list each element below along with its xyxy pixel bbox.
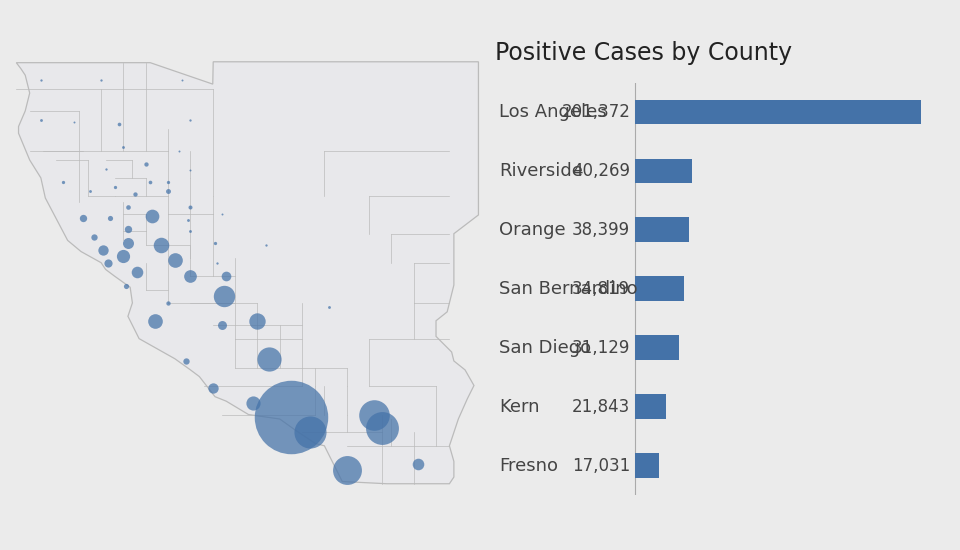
Point [160, 299, 176, 307]
Point [205, 383, 221, 392]
Bar [635, 100, 922, 124]
Point [261, 354, 276, 363]
Point [116, 142, 132, 151]
Point [179, 356, 194, 365]
Text: San Bernardino: San Bernardino [499, 280, 637, 298]
Text: Los Angeles: Los Angeles [499, 103, 607, 121]
Point [145, 211, 160, 220]
Polygon shape [16, 62, 478, 484]
Text: Orange: Orange [499, 221, 565, 239]
Point [160, 178, 176, 187]
Point [116, 251, 132, 260]
Point [56, 178, 71, 187]
Point [216, 292, 231, 301]
Point [174, 75, 189, 84]
Point [127, 189, 142, 198]
Point [76, 213, 91, 222]
Point [103, 213, 118, 222]
Point [160, 187, 176, 196]
Text: 38,399: 38,399 [572, 221, 631, 239]
Point [86, 233, 102, 241]
Point [130, 267, 145, 276]
Point [209, 258, 225, 267]
Text: Riverside: Riverside [499, 162, 583, 180]
Point [207, 238, 223, 247]
Point [34, 75, 49, 84]
Point [120, 225, 135, 234]
Bar [635, 158, 692, 183]
Bar [635, 336, 679, 360]
Point [182, 166, 198, 174]
Text: 201,372: 201,372 [562, 103, 631, 121]
Point [93, 75, 108, 84]
Text: Positive Cases by County: Positive Cases by County [494, 41, 792, 65]
Point [250, 316, 265, 325]
Point [302, 427, 318, 436]
Point [180, 216, 196, 225]
Bar [635, 217, 689, 242]
Text: 34,819: 34,819 [572, 280, 631, 298]
Point [98, 164, 113, 173]
Point [411, 459, 426, 468]
Point [143, 178, 158, 187]
Point [366, 410, 381, 419]
Point [96, 246, 111, 255]
Point [107, 183, 122, 191]
Text: 21,843: 21,843 [572, 398, 631, 416]
Point [111, 120, 127, 129]
Text: Kern: Kern [499, 398, 540, 416]
Point [154, 240, 169, 249]
Point [83, 187, 98, 196]
Point [118, 282, 133, 291]
Point [172, 147, 187, 156]
Point [66, 118, 82, 127]
Point [214, 209, 229, 218]
Point [147, 316, 162, 325]
Point [167, 256, 182, 265]
Bar [635, 453, 659, 478]
Text: San Diego: San Diego [499, 339, 591, 357]
Point [34, 116, 49, 124]
Point [120, 238, 135, 247]
Point [258, 240, 274, 249]
Point [322, 303, 337, 312]
Point [339, 466, 354, 475]
Point [182, 116, 198, 124]
Point [138, 160, 154, 169]
Bar [635, 276, 684, 301]
Bar [635, 394, 665, 419]
Text: 17,031: 17,031 [572, 456, 631, 475]
Point [219, 272, 234, 280]
Text: 31,129: 31,129 [572, 339, 631, 357]
Point [245, 399, 260, 408]
Text: 40,269: 40,269 [572, 162, 631, 180]
Point [120, 202, 135, 211]
Point [374, 424, 390, 432]
Point [214, 321, 229, 329]
Text: Fresno: Fresno [499, 456, 558, 475]
Point [182, 202, 198, 211]
Point [182, 272, 198, 280]
Point [182, 227, 198, 236]
Point [100, 258, 115, 267]
Point [283, 412, 299, 421]
